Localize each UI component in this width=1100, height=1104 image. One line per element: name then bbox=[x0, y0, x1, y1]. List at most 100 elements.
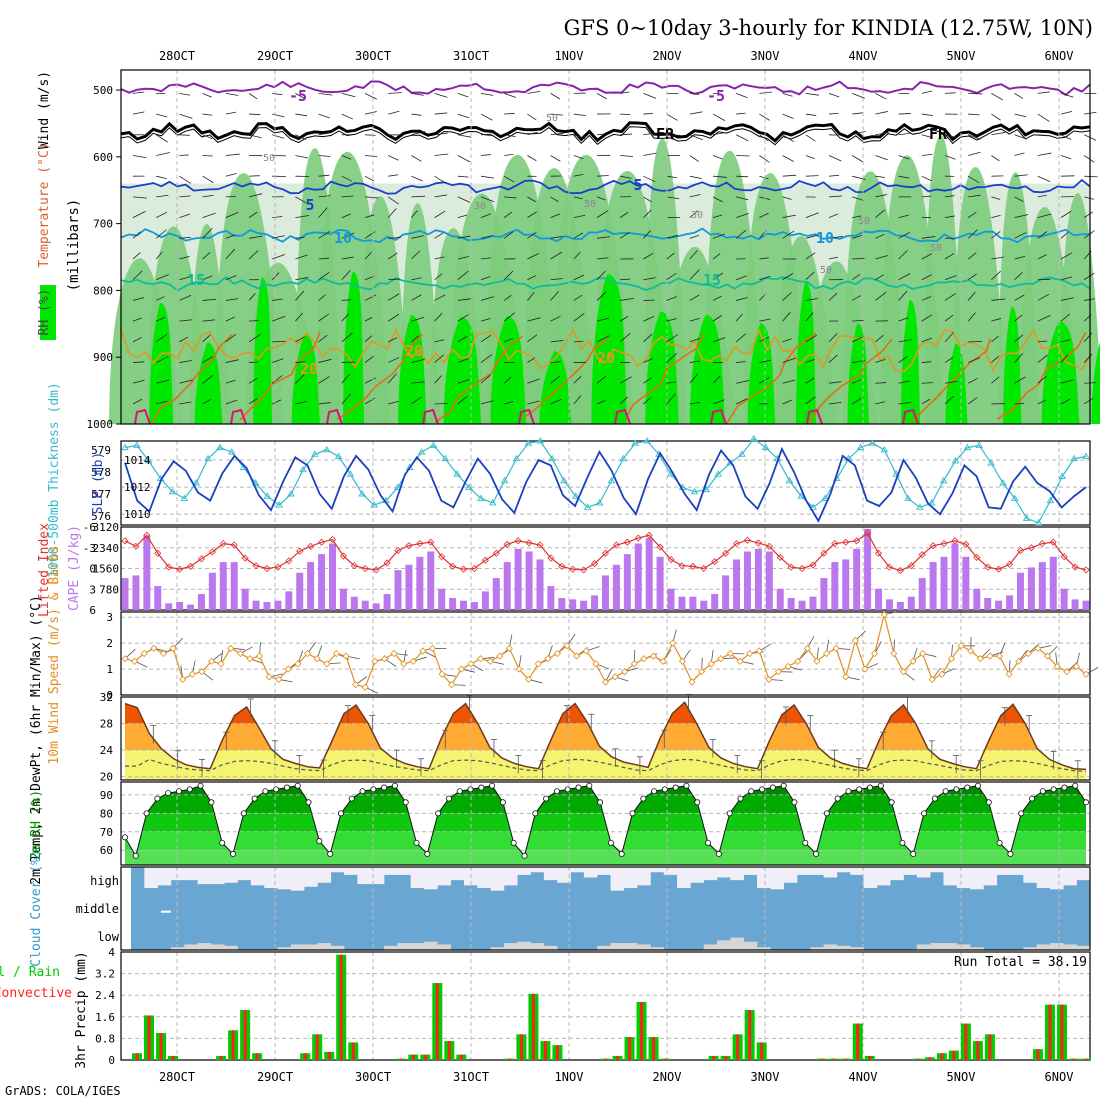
rh-point bbox=[511, 840, 516, 845]
wind-speed-point bbox=[381, 656, 387, 662]
rh-point bbox=[338, 811, 343, 816]
rh-point bbox=[965, 785, 970, 790]
x-tick-label-top: 1NOV bbox=[555, 49, 584, 63]
rh-point bbox=[608, 840, 613, 845]
rh-point bbox=[122, 835, 127, 840]
cape-bar bbox=[1061, 589, 1068, 610]
x-tick-label-bottom: 6NOV bbox=[1045, 1070, 1074, 1084]
precip-convective-bar bbox=[1036, 1049, 1039, 1060]
rh-point bbox=[392, 783, 397, 788]
y-tick-label: 800 bbox=[93, 284, 113, 297]
temp-tick-label: 28 bbox=[100, 718, 113, 731]
wind-speed-point bbox=[237, 651, 243, 657]
rh-point bbox=[522, 853, 527, 858]
cape-bar bbox=[602, 575, 609, 610]
rh-point bbox=[662, 787, 667, 792]
cape-bar bbox=[853, 549, 860, 610]
cloud-low-bar bbox=[837, 946, 851, 950]
contour-label: 20 bbox=[405, 342, 423, 360]
precip-convective-bar bbox=[964, 1024, 967, 1060]
cape-bar bbox=[809, 597, 816, 610]
cape-bar bbox=[1083, 601, 1090, 610]
cloud-high-bar bbox=[171, 867, 185, 880]
precip-convective-bar bbox=[1060, 1005, 1063, 1060]
contour-label: -5 bbox=[289, 87, 307, 105]
contour-label: 30 bbox=[691, 210, 703, 221]
precip-convective-bar bbox=[748, 1010, 751, 1060]
cape-bar bbox=[580, 601, 587, 610]
cloud-high-bar bbox=[278, 867, 292, 889]
wind-speed-point bbox=[843, 674, 849, 680]
rh-point bbox=[198, 783, 203, 788]
rh-point bbox=[1073, 783, 1078, 788]
wind-speed-point bbox=[641, 656, 647, 662]
cape-bar bbox=[678, 597, 685, 610]
rh-point bbox=[274, 787, 279, 792]
cape-bar bbox=[209, 573, 216, 610]
precip-convective-bar bbox=[736, 1034, 739, 1060]
rh-point bbox=[1051, 787, 1056, 792]
slp-tick-label: 1014 bbox=[124, 454, 151, 467]
cape-bar bbox=[995, 601, 1002, 610]
cloud-low-bar bbox=[1037, 944, 1051, 950]
wind-barb bbox=[968, 93, 982, 94]
cape-bar bbox=[799, 601, 806, 610]
precip-convective-bar bbox=[724, 1056, 727, 1060]
cape-bar bbox=[362, 601, 369, 610]
cape-bar bbox=[941, 557, 948, 610]
rh-point bbox=[436, 811, 441, 816]
precip-convective-bar bbox=[640, 1002, 643, 1060]
cape-bar bbox=[471, 602, 478, 610]
cloud-low-bar bbox=[730, 938, 744, 950]
cape-bar bbox=[547, 586, 554, 610]
rh-point bbox=[1019, 811, 1024, 816]
cloud-high-bar bbox=[1050, 867, 1064, 889]
x-tick-label-top: 31OCT bbox=[453, 49, 489, 63]
cape-bar bbox=[919, 578, 926, 610]
precip-convective-bar bbox=[856, 1024, 859, 1060]
cloud-low-bar bbox=[704, 944, 718, 950]
rh-point bbox=[759, 787, 764, 792]
y-tick-label: 900 bbox=[93, 351, 113, 364]
cape-bar bbox=[1039, 562, 1046, 610]
precip-convective-bar bbox=[436, 983, 439, 1060]
y-axis-label-upper: (millibars) bbox=[66, 199, 82, 292]
legend-temperature: Temperature (°C) bbox=[37, 142, 52, 267]
wind-speed-point bbox=[180, 676, 186, 682]
rh-point bbox=[317, 838, 322, 843]
cape-bar bbox=[646, 538, 653, 610]
rh-point bbox=[446, 796, 451, 801]
precip-convective-bar bbox=[664, 1059, 667, 1060]
cape-bar bbox=[536, 559, 543, 610]
x-tick-label-top: 29OCT bbox=[257, 49, 293, 63]
rh-point bbox=[187, 787, 192, 792]
cape-bar bbox=[165, 603, 172, 610]
wind-speed-point bbox=[189, 671, 195, 677]
cape-bar bbox=[1017, 573, 1024, 610]
rh-point bbox=[414, 840, 419, 845]
cloud-low-bar bbox=[717, 940, 731, 950]
precip-convective-bar bbox=[148, 1015, 151, 1060]
cloud-low-bar bbox=[224, 946, 238, 950]
rh-point bbox=[943, 789, 948, 794]
cloud-low-bar bbox=[597, 946, 611, 950]
cape-bar bbox=[122, 578, 129, 610]
precip-convective-bar bbox=[460, 1055, 463, 1060]
cape-bar bbox=[395, 570, 402, 610]
cape-bar bbox=[842, 559, 849, 610]
x-tick-label-bottom: 2NOV bbox=[653, 1070, 682, 1084]
rh-point bbox=[544, 796, 549, 801]
cape-bar bbox=[526, 551, 533, 610]
rh-tick-label: 60 bbox=[100, 844, 113, 857]
rh-point bbox=[695, 800, 700, 805]
cloud-low-bar bbox=[1077, 946, 1091, 950]
cape-bar bbox=[744, 551, 751, 610]
wind-speed-point bbox=[872, 651, 878, 657]
cloud-layer-label: low bbox=[97, 930, 119, 944]
cape-bar bbox=[176, 602, 183, 610]
precip-convective-bar bbox=[952, 1051, 955, 1060]
cloud-high-bar bbox=[624, 867, 638, 888]
cape-bar bbox=[635, 543, 642, 610]
x-tick-label-bottom: 30OCT bbox=[355, 1070, 391, 1084]
wind-speed-point bbox=[478, 656, 484, 662]
